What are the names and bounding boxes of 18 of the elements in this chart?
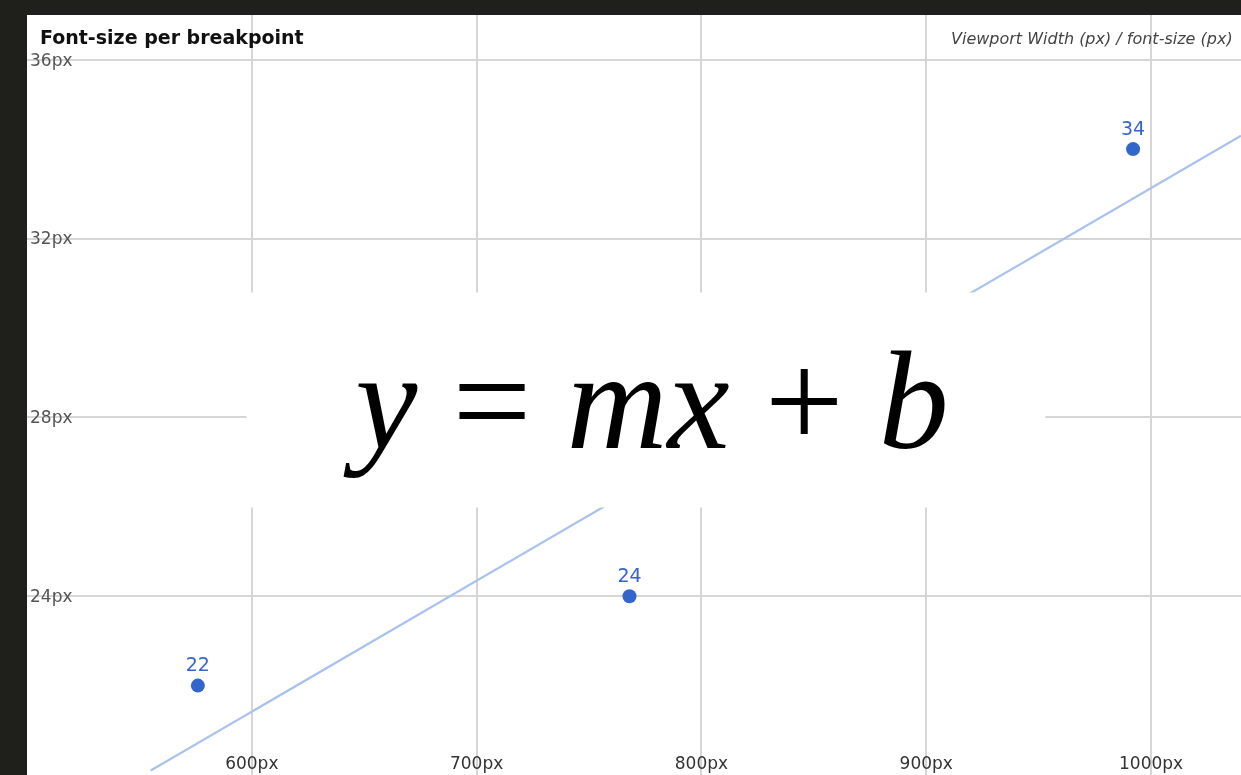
y-tick-label: 24px [30,586,73,607]
data-label: 34 [1121,116,1146,139]
text: Font-size per breakpoint [40,25,304,48]
text: Viewport Width (px) / font-size (px) [951,29,1233,48]
annotation: y = mx + b [343,322,949,478]
x-tick-label: 800px [674,752,729,773]
x-tick-label: 600px [225,752,279,773]
data-label: 24 [617,563,642,586]
point [1126,142,1141,157]
point [622,589,637,604]
y-tick-label: 32px [30,228,73,249]
data-label: 22 [185,653,210,676]
y-tick-label: 36px [30,49,73,70]
point [190,678,205,693]
x-tick-label: 900px [899,752,953,773]
x-tick-label: 700px [449,752,504,773]
y-tick-label: 28px [30,407,73,428]
x-tick-label: 1000px [1119,752,1184,773]
